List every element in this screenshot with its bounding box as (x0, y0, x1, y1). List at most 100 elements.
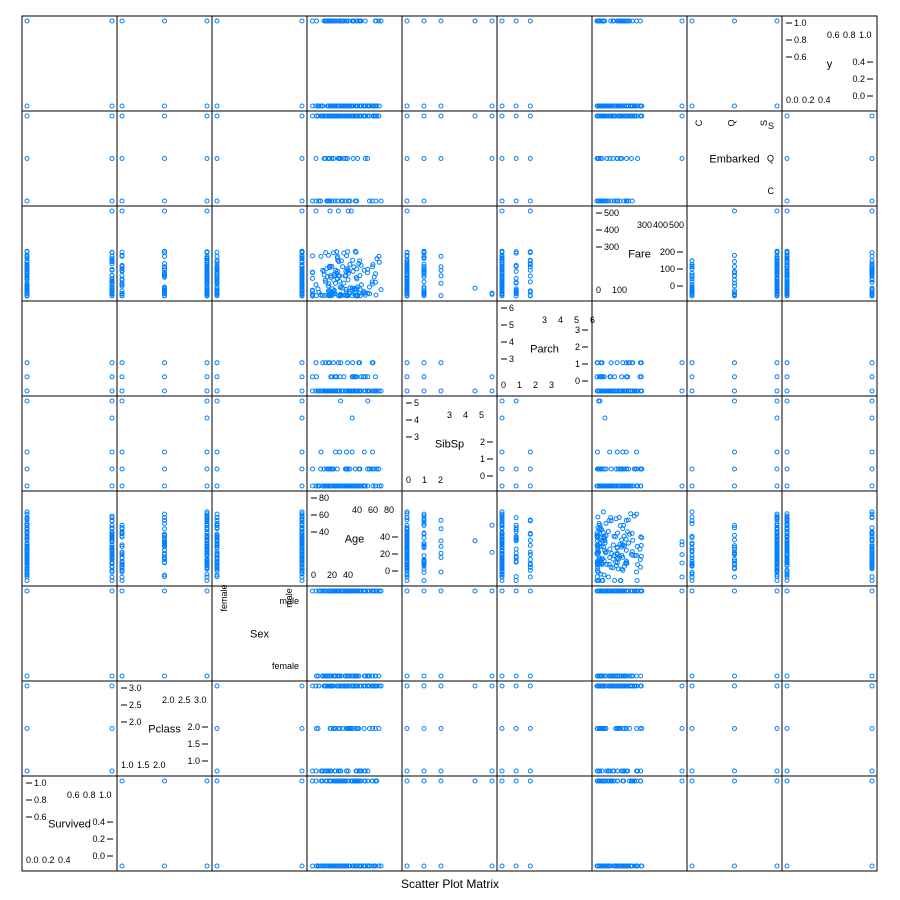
data-point (689, 563, 695, 569)
data-point (438, 517, 444, 523)
data-point (371, 274, 377, 280)
data-point (313, 863, 319, 869)
data-point (606, 103, 612, 109)
data-point (345, 466, 351, 472)
matrix-cell (21, 300, 118, 397)
matrix-cell (686, 15, 783, 112)
data-point (634, 483, 639, 489)
data-point (214, 259, 220, 265)
data-point (689, 558, 695, 564)
data-point (324, 198, 330, 204)
data-point (732, 264, 737, 269)
data-point (689, 274, 695, 280)
data-point (472, 683, 478, 689)
data-point (638, 673, 644, 679)
data-point (299, 360, 305, 366)
data-point (615, 726, 621, 731)
cell-frame (496, 775, 593, 872)
data-point (594, 568, 600, 574)
data-point (499, 551, 505, 556)
data-point (330, 588, 336, 594)
tick-label: 40 (380, 532, 390, 542)
data-point (513, 546, 519, 552)
data-point (319, 103, 325, 109)
data-point (24, 18, 30, 24)
data-point (378, 287, 384, 293)
data-point (615, 566, 621, 572)
data-point (214, 198, 220, 204)
data-point (373, 683, 379, 689)
data-point (499, 398, 505, 404)
data-point (162, 267, 167, 273)
matrix-cell (401, 775, 498, 872)
data-point (869, 198, 875, 204)
data-point (119, 268, 125, 274)
data-point (341, 374, 347, 380)
data-point (214, 483, 220, 489)
cell-frame (496, 205, 593, 302)
data-point (109, 113, 115, 119)
data-point (119, 113, 125, 119)
data-point (321, 483, 327, 489)
cell-frame (781, 490, 878, 587)
cell-frame (686, 490, 783, 587)
data-point (595, 18, 601, 24)
data-point (421, 113, 427, 119)
data-point (619, 768, 625, 774)
data-point (109, 673, 115, 679)
data-point (499, 466, 505, 472)
data-point (162, 266, 167, 272)
matrix-cell (306, 205, 403, 302)
data-point (24, 726, 30, 731)
data-point (204, 557, 210, 563)
data-point (319, 673, 325, 679)
data-point (618, 578, 624, 583)
data-point (499, 537, 505, 543)
data-point (602, 415, 608, 421)
data-point (162, 517, 167, 523)
tick-label: 4 (558, 315, 563, 325)
cell-frame (211, 395, 308, 492)
data-point (472, 285, 478, 291)
data-point (310, 269, 315, 275)
data-point (608, 483, 614, 489)
category-label: S (768, 121, 774, 131)
data-point (513, 156, 519, 161)
matrix-cell (591, 110, 688, 207)
data-point (869, 279, 875, 285)
data-point (119, 466, 125, 472)
data-point (162, 673, 167, 679)
data-point (421, 563, 427, 569)
data-point (689, 555, 695, 561)
data-point (624, 156, 629, 161)
data-point (373, 292, 379, 298)
data-point (204, 415, 210, 421)
matrix-cell (496, 110, 593, 207)
data-point (637, 778, 643, 784)
data-point (24, 258, 30, 264)
data-point (621, 778, 627, 784)
cell-frame (211, 680, 308, 777)
data-point (119, 533, 125, 539)
data-point (784, 278, 790, 284)
data-point (337, 726, 343, 731)
data-point (615, 588, 620, 594)
cell-frame (21, 300, 118, 397)
data-point (438, 863, 444, 869)
data-point (367, 198, 372, 204)
matrix-cell (591, 15, 688, 112)
data-point (421, 264, 427, 269)
tick-label: 4 (414, 415, 419, 425)
data-point (602, 863, 608, 869)
data-point (362, 156, 368, 161)
data-point (774, 683, 780, 689)
data-point (204, 208, 210, 214)
data-point (109, 483, 115, 489)
matrix-cell (591, 775, 688, 872)
data-point (310, 683, 315, 689)
data-point (421, 523, 427, 528)
data-point (489, 388, 495, 394)
data-point (774, 515, 780, 521)
data-point (214, 522, 220, 528)
data-point (321, 268, 327, 274)
